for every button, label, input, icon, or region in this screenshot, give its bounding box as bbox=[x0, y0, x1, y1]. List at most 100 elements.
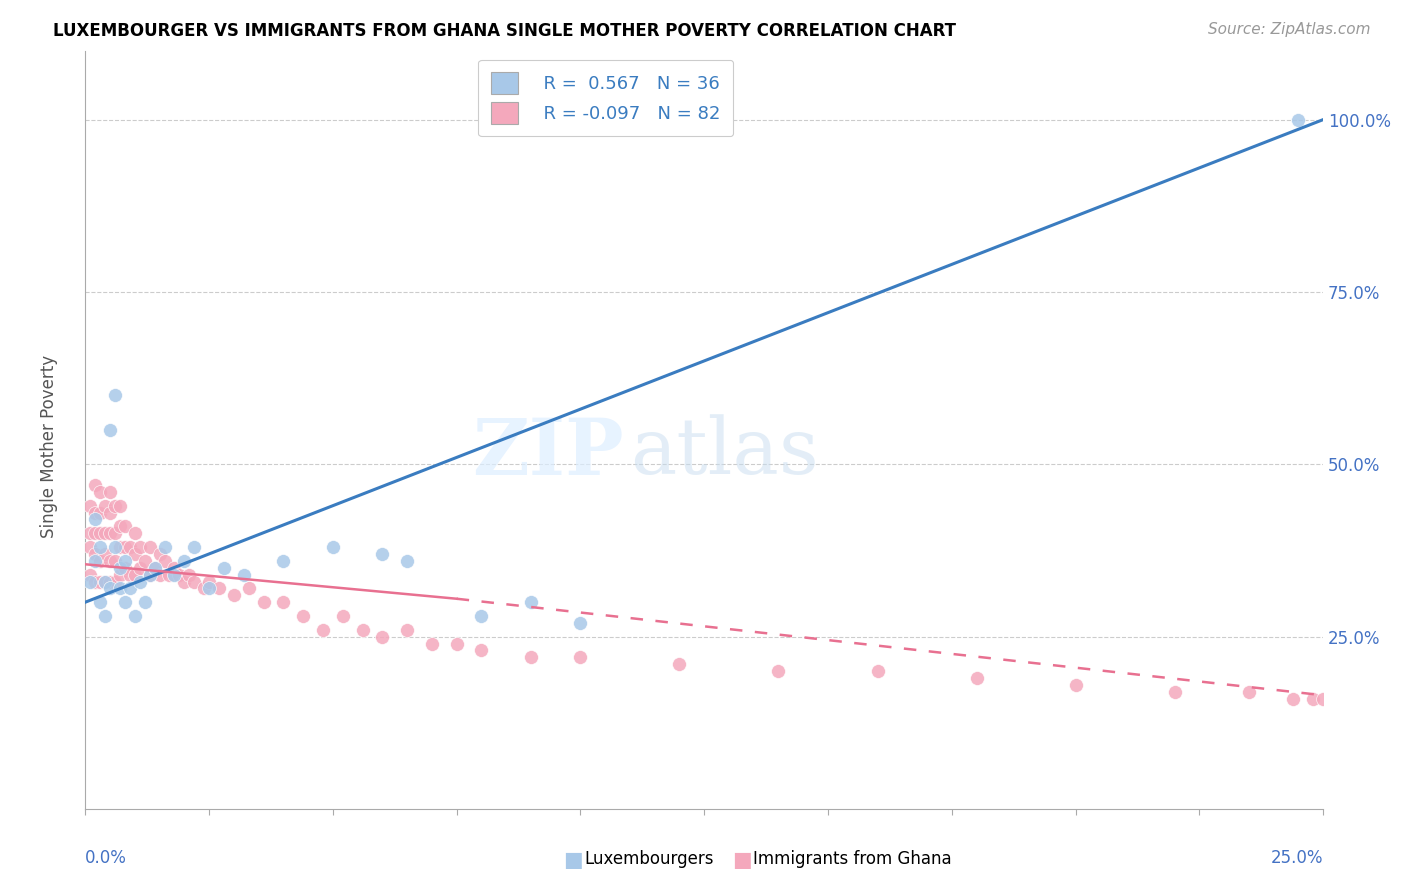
Point bbox=[108, 519, 131, 533]
Point bbox=[569, 615, 592, 630]
Text: LUXEMBOURGER VS IMMIGRANTS FROM GHANA SINGLE MOTHER POVERTY CORRELATION CHART: LUXEMBOURGER VS IMMIGRANTS FROM GHANA SI… bbox=[53, 22, 956, 40]
Point bbox=[134, 554, 156, 568]
Point bbox=[352, 623, 374, 637]
Text: 0.0%: 0.0% bbox=[86, 849, 127, 867]
Point bbox=[273, 554, 295, 568]
Point bbox=[79, 567, 101, 582]
Point bbox=[89, 540, 111, 554]
Text: ZIP: ZIP bbox=[472, 415, 624, 491]
Point bbox=[94, 574, 117, 589]
Point bbox=[1163, 685, 1185, 699]
Point bbox=[114, 519, 136, 533]
Point bbox=[104, 554, 127, 568]
Legend:   R =  0.567   N = 36,   R = -0.097   N = 82: R = 0.567 N = 36, R = -0.097 N = 82 bbox=[478, 60, 734, 136]
Point bbox=[153, 554, 176, 568]
Point bbox=[104, 540, 127, 554]
Point bbox=[94, 547, 117, 561]
Point bbox=[163, 567, 186, 582]
Point bbox=[208, 582, 231, 596]
Point bbox=[108, 582, 131, 596]
Point bbox=[84, 526, 107, 541]
Point bbox=[153, 540, 176, 554]
Point bbox=[94, 499, 117, 513]
Point bbox=[866, 664, 889, 678]
Point bbox=[114, 554, 136, 568]
Point bbox=[446, 636, 468, 650]
Point bbox=[1237, 685, 1260, 699]
Point bbox=[84, 554, 107, 568]
Point bbox=[292, 609, 315, 624]
Point bbox=[128, 560, 150, 574]
Point bbox=[79, 499, 101, 513]
Point bbox=[84, 478, 107, 492]
Point bbox=[273, 595, 295, 609]
Point bbox=[94, 574, 117, 589]
Point bbox=[108, 567, 131, 582]
Point bbox=[89, 595, 111, 609]
Point bbox=[1282, 691, 1305, 706]
Point bbox=[104, 499, 127, 513]
Point bbox=[148, 547, 170, 561]
Point bbox=[312, 623, 335, 637]
Point bbox=[238, 582, 260, 596]
Point bbox=[159, 567, 181, 582]
Text: ■: ■ bbox=[733, 850, 752, 870]
Text: Single Mother Poverty: Single Mother Poverty bbox=[41, 354, 58, 538]
Point bbox=[114, 560, 136, 574]
Point bbox=[252, 595, 274, 609]
Point bbox=[84, 574, 107, 589]
Point bbox=[94, 526, 117, 541]
Point bbox=[98, 506, 121, 520]
Point bbox=[332, 609, 354, 624]
Point bbox=[108, 499, 131, 513]
Text: ■: ■ bbox=[564, 850, 583, 870]
Point bbox=[1302, 691, 1324, 706]
Point bbox=[124, 609, 146, 624]
Point bbox=[98, 554, 121, 568]
Point bbox=[118, 567, 141, 582]
Point bbox=[1286, 112, 1309, 127]
Point bbox=[98, 484, 121, 499]
Point bbox=[193, 582, 215, 596]
Point bbox=[79, 540, 101, 554]
Point bbox=[1312, 691, 1334, 706]
Point bbox=[420, 636, 443, 650]
Point bbox=[108, 540, 131, 554]
Point bbox=[89, 554, 111, 568]
Text: 25.0%: 25.0% bbox=[1271, 849, 1323, 867]
Point bbox=[128, 540, 150, 554]
Point bbox=[232, 567, 254, 582]
Point bbox=[520, 650, 543, 665]
Point bbox=[169, 567, 191, 582]
Point bbox=[84, 506, 107, 520]
Point bbox=[569, 650, 592, 665]
Point bbox=[79, 526, 101, 541]
Point bbox=[104, 388, 127, 402]
Point bbox=[668, 657, 690, 672]
Point bbox=[322, 540, 344, 554]
Point bbox=[148, 567, 170, 582]
Point bbox=[143, 560, 166, 574]
Point bbox=[84, 512, 107, 526]
Point bbox=[98, 582, 121, 596]
Point bbox=[173, 554, 195, 568]
Point bbox=[183, 574, 205, 589]
Point bbox=[138, 567, 160, 582]
Point bbox=[470, 609, 492, 624]
Point bbox=[143, 560, 166, 574]
Point bbox=[89, 574, 111, 589]
Point bbox=[89, 526, 111, 541]
Point bbox=[183, 540, 205, 554]
Point bbox=[396, 554, 419, 568]
Point bbox=[98, 423, 121, 437]
Point bbox=[108, 560, 131, 574]
Text: Source: ZipAtlas.com: Source: ZipAtlas.com bbox=[1208, 22, 1371, 37]
Point bbox=[173, 574, 195, 589]
Point bbox=[118, 540, 141, 554]
Point bbox=[520, 595, 543, 609]
Point bbox=[163, 560, 186, 574]
Point bbox=[179, 567, 201, 582]
Point bbox=[89, 506, 111, 520]
Text: Immigrants from Ghana: Immigrants from Ghana bbox=[754, 850, 952, 868]
Point bbox=[1064, 678, 1087, 692]
